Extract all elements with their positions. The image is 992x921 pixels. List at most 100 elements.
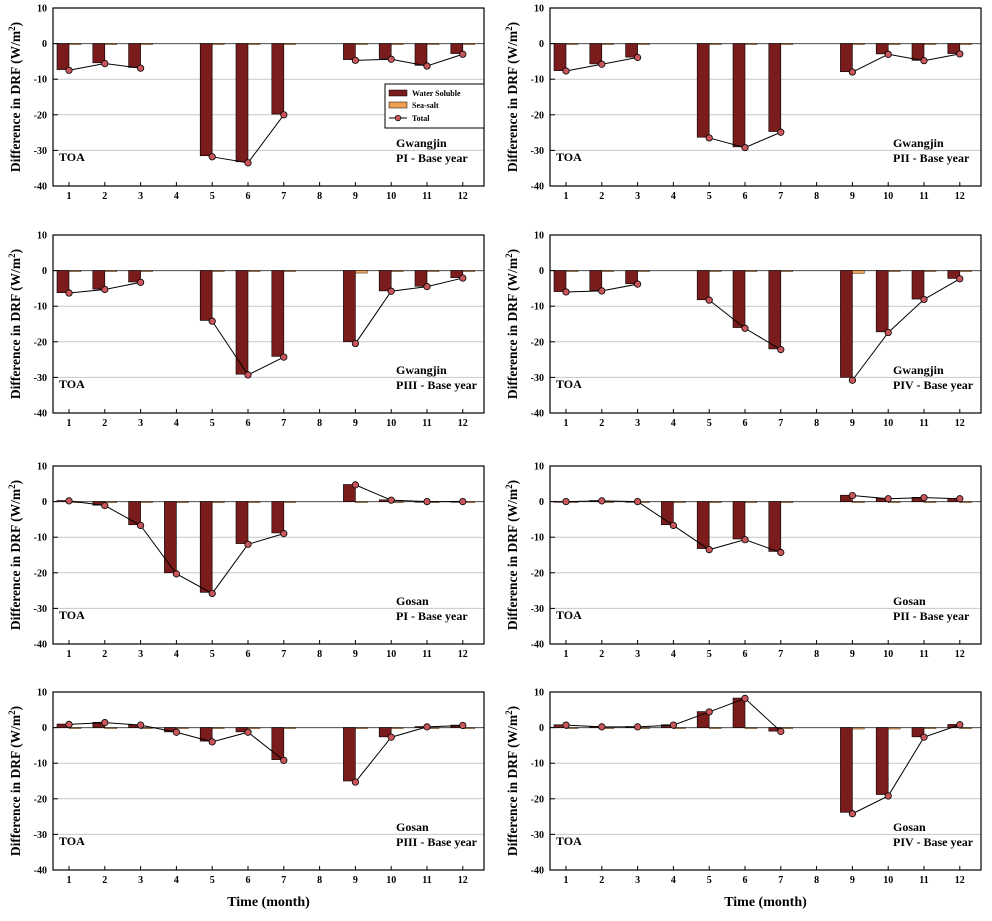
chart-4-bar-water-soluble xyxy=(199,501,213,593)
chart-4-bar-water-soluble xyxy=(128,501,141,526)
chart-1-xtick-label: 5 xyxy=(707,191,712,202)
chart-3-bar-water-soluble xyxy=(768,270,782,350)
chart-1-total-point xyxy=(848,68,857,76)
chart-4-xtick-label: 6 xyxy=(246,649,251,660)
chart-5-total-point xyxy=(956,495,964,503)
chart-1-total-point xyxy=(777,128,785,136)
chart-2-bar-water-soluble xyxy=(378,270,392,292)
chart-1-total-point xyxy=(956,50,964,58)
chart-2-total-point xyxy=(208,317,216,325)
chart-7-bar-sea-salt xyxy=(923,727,937,729)
chart-4-bar-sea-salt xyxy=(355,501,368,503)
chart-2-bar-sea-salt xyxy=(68,270,82,272)
chart-0-xtick-label: 7 xyxy=(281,191,286,202)
chart-6-bar-water-soluble xyxy=(199,727,213,742)
chart-1-bar-sea-salt xyxy=(923,43,937,45)
chart-0-total-point xyxy=(101,59,109,68)
chart-3-xtick-label: 11 xyxy=(919,418,928,429)
chart-7-xtick-label: 4 xyxy=(671,875,676,886)
chart-4-ytick-label: 10 xyxy=(37,462,47,473)
chart-4-xtick-label: 7 xyxy=(281,649,286,660)
chart-1-bar-sea-salt xyxy=(852,43,865,45)
chart-0-bar-water-soluble xyxy=(92,43,106,64)
chart-3-xtick-label: 5 xyxy=(707,418,712,429)
chart-3-xtick-label: 10 xyxy=(883,418,893,429)
chart-7-bar-water-soluble xyxy=(732,697,746,728)
chart-3-bar-sea-salt xyxy=(565,270,579,272)
chart-3-ytick-label: -30 xyxy=(531,373,544,384)
chart-3-total-point xyxy=(633,280,642,288)
chart-2-xtick-label: 9 xyxy=(353,418,358,429)
chart-1-total-line xyxy=(852,53,960,73)
chart-6-total-point xyxy=(280,756,288,764)
chart-6-bar-sea-salt xyxy=(283,727,296,729)
chart-4-panel: 100-10-20-30-401 2 3 4 5 6 7 8 9 10 11 12Difference… xyxy=(7,462,485,660)
chart-6-xtick-label: 2 xyxy=(102,875,107,886)
chart-5-bar-sea-salt xyxy=(852,501,865,503)
chart-1-period-label: PII - Base year xyxy=(893,151,970,165)
chart-4-total-point xyxy=(459,497,467,506)
chart-3-bar-water-soluble xyxy=(840,270,853,378)
chart-2-ylabel-suffix: ) xyxy=(8,249,23,254)
chart-3-period-label: PIV - Base year xyxy=(893,378,974,392)
chart-5-toa-label: TOA xyxy=(556,608,582,622)
chart-4-xtick-label: 4 xyxy=(174,649,179,660)
chart-3-ytick-label: -10 xyxy=(531,302,544,313)
chart-2-total-point xyxy=(244,371,252,379)
chart-3-bar-water-soluble xyxy=(875,270,889,333)
chart-0-xtick-label: 1 xyxy=(67,191,72,202)
legend-label-water-soluble: Water Soluble xyxy=(412,89,461,98)
chart-2-bar-water-soluble xyxy=(235,270,249,375)
chart-2-bar-water-soluble xyxy=(343,270,356,343)
chart-4-bar-water-soluble xyxy=(164,501,177,574)
chart-3-ytick-label: -20 xyxy=(531,337,544,348)
chart-1-bar-water-soluble xyxy=(947,43,961,54)
chart-4-toa-label: TOA xyxy=(59,608,85,622)
chart-7-total-point xyxy=(741,694,749,703)
legend-marker-total xyxy=(394,114,402,122)
chart-0-total-point xyxy=(244,159,252,167)
chart-2-ytick-label: 0 xyxy=(42,266,47,277)
chart-4-total-point xyxy=(172,570,180,578)
chart-6-ylabel: Difference in DRF (W/m2) xyxy=(7,706,23,856)
chart-5-xtick-label: 5 xyxy=(707,649,712,660)
chart-3-toa-label: TOA xyxy=(556,377,582,391)
chart-6-xtick-label: 4 xyxy=(174,875,179,886)
chart-5-total-point xyxy=(777,548,785,557)
chart-5-bar-sea-salt xyxy=(923,501,937,503)
chart-3-bar-sea-salt xyxy=(888,270,901,272)
chart-1-ytick-label: -20 xyxy=(531,110,544,121)
chart-6-bar-sea-salt xyxy=(104,727,118,729)
chart-5-bar-water-soluble xyxy=(768,501,782,552)
chart-5-bar-sea-salt xyxy=(673,501,686,503)
chart-7-total-point xyxy=(920,733,928,741)
chart-2-xtick-label: 10 xyxy=(386,418,396,429)
chart-1-ylabel-prefix: Difference in DRF (W/m xyxy=(505,30,520,172)
chart-4-xtick-label: 2 xyxy=(102,649,107,660)
chart-3-bar-sea-salt xyxy=(744,270,758,272)
chart-4-total-point xyxy=(208,589,216,598)
chart-3-bar-sea-salt xyxy=(959,270,972,272)
chart-0-ytick-label: -10 xyxy=(34,75,47,86)
chart-5-ytick-label: 10 xyxy=(534,462,544,473)
chart-5-xtick-label: 1 xyxy=(564,649,569,660)
chart-2-ylabel-prefix: Difference in DRF (W/m xyxy=(8,257,23,399)
chart-6-total-point xyxy=(423,723,431,731)
chart-6-bar-sea-salt xyxy=(176,727,189,729)
chart-0-total-point xyxy=(387,55,395,63)
chart-7-xtick-label: 3 xyxy=(635,875,640,886)
chart-0-total-point xyxy=(280,111,288,119)
chart-2-total-point xyxy=(423,283,431,291)
chart-5-total-point xyxy=(562,497,570,506)
chart-3-bar-sea-salt xyxy=(852,270,865,274)
chart-6-xtick-label: 1 xyxy=(67,875,72,886)
chart-0-xtick-label: 5 xyxy=(210,191,215,202)
chart-7-ytick-label: -10 xyxy=(531,759,544,770)
chart-2-site-label: Gwangjin xyxy=(396,363,447,377)
chart-3-xtick-label: 3 xyxy=(635,418,640,429)
chart-1-xtick-label: 4 xyxy=(671,191,676,202)
chart-3-bar-water-soluble xyxy=(911,270,925,300)
chart-7-total-point xyxy=(562,721,570,729)
chart-4-bar-sea-salt xyxy=(211,501,225,503)
chart-5-xtick-label: 2 xyxy=(599,649,604,660)
